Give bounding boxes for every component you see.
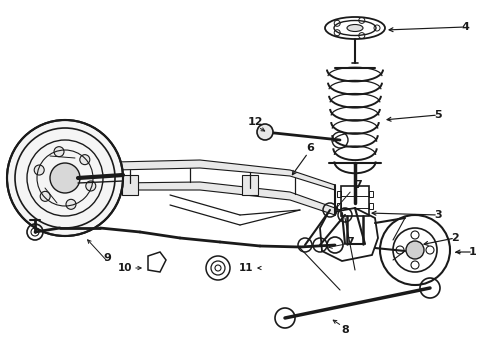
Text: 10: 10 xyxy=(118,263,132,273)
Text: 4: 4 xyxy=(461,22,469,32)
Text: 12: 12 xyxy=(247,117,263,127)
Circle shape xyxy=(7,120,123,236)
Polygon shape xyxy=(242,175,258,195)
Circle shape xyxy=(40,192,50,201)
Text: 7: 7 xyxy=(346,237,354,247)
Circle shape xyxy=(80,155,90,165)
Text: 2: 2 xyxy=(451,233,459,243)
Circle shape xyxy=(86,181,96,191)
Circle shape xyxy=(54,147,64,157)
Text: 3: 3 xyxy=(434,210,442,220)
Circle shape xyxy=(50,163,80,193)
PathPatch shape xyxy=(78,160,335,190)
Circle shape xyxy=(66,199,76,209)
Circle shape xyxy=(406,241,424,259)
Polygon shape xyxy=(122,175,138,195)
Text: 11: 11 xyxy=(239,263,253,273)
Text: 1: 1 xyxy=(469,247,477,257)
Circle shape xyxy=(257,124,273,140)
Ellipse shape xyxy=(347,24,363,32)
Circle shape xyxy=(34,165,44,175)
Text: 5: 5 xyxy=(434,110,442,120)
Text: 8: 8 xyxy=(341,325,349,335)
PathPatch shape xyxy=(78,182,335,215)
Text: 6: 6 xyxy=(306,143,314,153)
Text: 9: 9 xyxy=(103,253,111,263)
Text: 7: 7 xyxy=(354,180,362,190)
